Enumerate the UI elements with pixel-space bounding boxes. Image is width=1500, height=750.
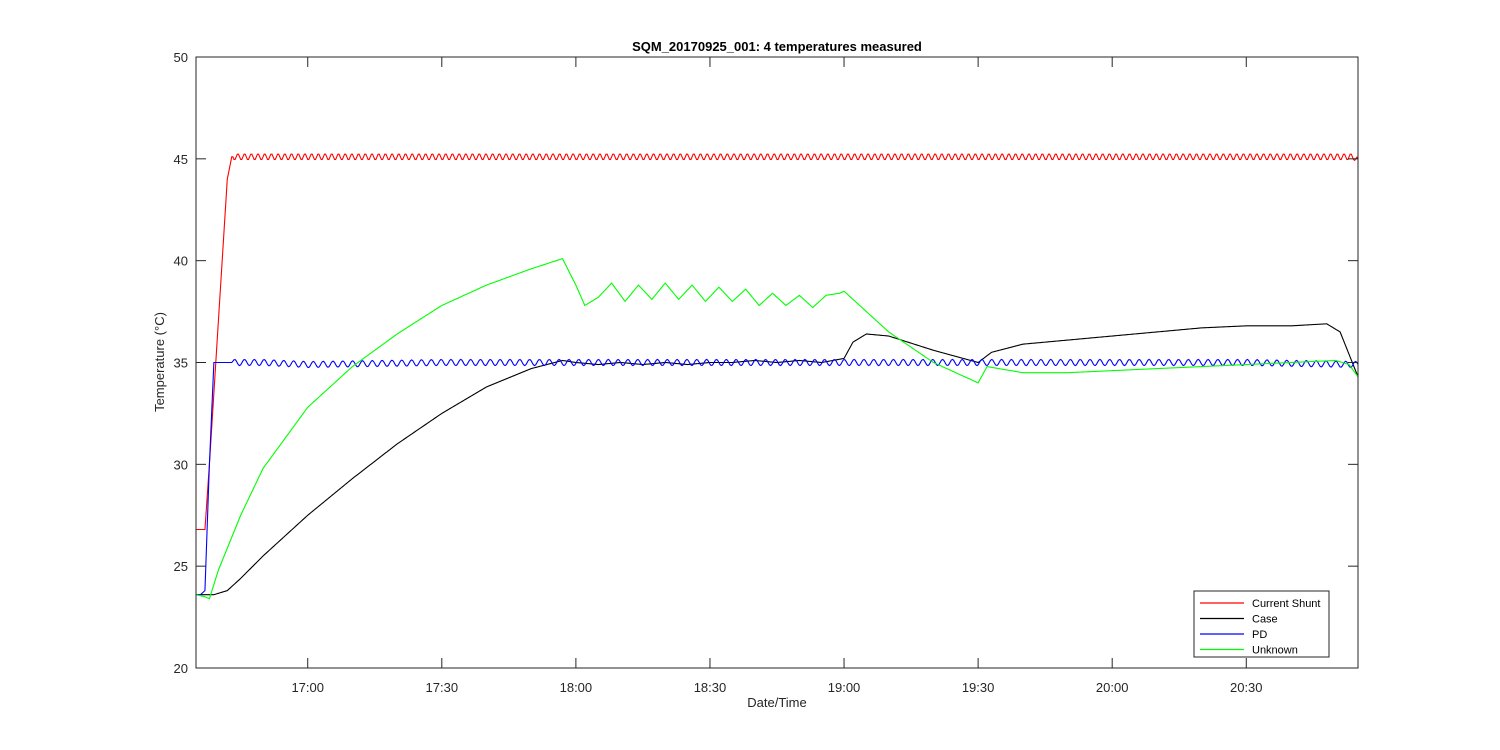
legend: Current Shunt Case PD Unknown	[1193, 590, 1330, 658]
x-axis-label: Date/Time	[747, 695, 806, 710]
y-tick-label: 30	[174, 457, 188, 472]
y-tick-label: 20	[174, 661, 188, 676]
x-tick-label: 20:00	[1096, 680, 1129, 695]
x-tick-label: 19:30	[962, 680, 995, 695]
series-line-case	[196, 323, 1359, 596]
y-axis-label: Temperature (°C)	[152, 312, 167, 412]
y-tick-label: 40	[174, 254, 188, 269]
y-tick-label: 45	[174, 152, 188, 167]
x-tick-label: 18:00	[560, 680, 593, 695]
legend-box	[1193, 590, 1330, 658]
x-tick-label: 17:00	[291, 680, 324, 695]
chart-title: SQM_20170925_001: 4 temperatures measure…	[632, 39, 922, 54]
y-tick-label: 25	[174, 559, 188, 574]
legend-label-unknown: Unknown	[1252, 645, 1298, 657]
y-tick-label: 35	[174, 356, 188, 371]
x-tick-label: 20:30	[1230, 680, 1263, 695]
legend-label-current-shunt: Current Shunt	[1252, 598, 1320, 610]
x-tick-label: 19:00	[828, 680, 861, 695]
x-tick-label: 17:30	[426, 680, 459, 695]
x-tick-label: 18:30	[694, 680, 727, 695]
tick-layer: 17:00 17:30 18:00 18:30 19:00 19:30 20:00 20:30…	[174, 50, 1358, 695]
series-layer	[195, 153, 1359, 600]
series-line-current-shunt	[196, 153, 1359, 531]
legend-label-case: Case	[1252, 614, 1278, 626]
y-tick-label: 50	[174, 50, 188, 65]
legend-label-pd: PD	[1252, 629, 1267, 641]
series-line-unknown	[195, 257, 1359, 600]
series-line-pd	[196, 358, 1359, 596]
